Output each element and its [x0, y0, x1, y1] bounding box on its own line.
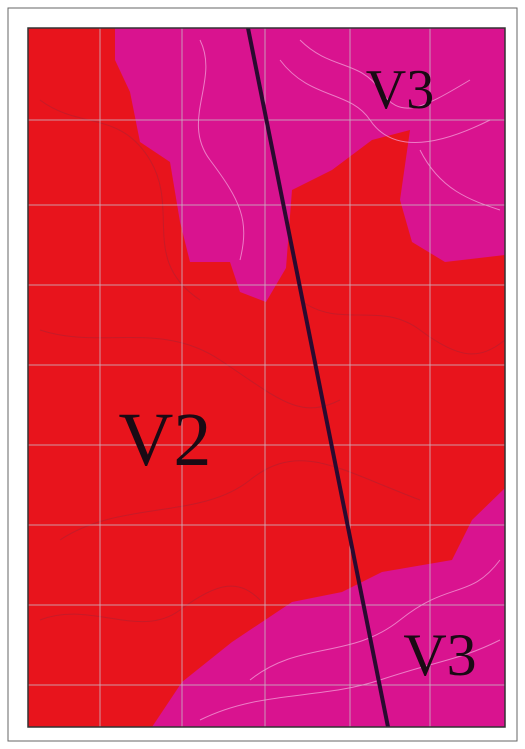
zone-label: V3: [403, 622, 476, 688]
zone-label: V2: [119, 398, 212, 482]
zone-label: V3: [366, 59, 434, 121]
page: V3 V2 V3 (() => { const data = JSON.pars…: [0, 0, 525, 749]
map: V3 V2 V3: [0, 0, 525, 749]
